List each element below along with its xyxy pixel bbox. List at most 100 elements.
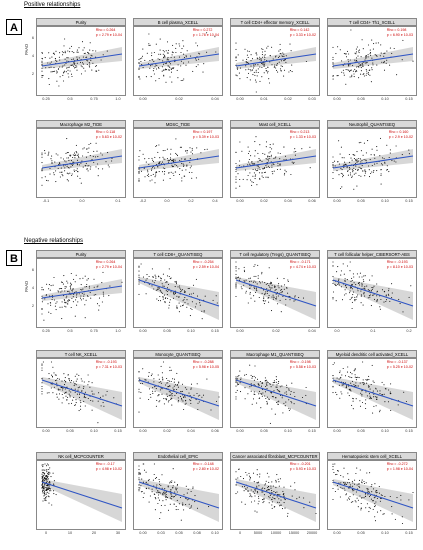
data-point xyxy=(172,160,174,162)
data-point xyxy=(278,498,280,500)
data-point xyxy=(361,276,363,278)
data-point xyxy=(355,501,357,503)
data-point xyxy=(49,481,51,483)
data-point xyxy=(352,490,354,492)
data-point xyxy=(250,489,252,491)
data-point xyxy=(366,72,368,74)
data-point xyxy=(377,42,379,44)
data-point xyxy=(161,474,163,476)
data-point xyxy=(64,64,66,66)
data-point xyxy=(271,64,273,66)
data-point xyxy=(170,277,172,279)
data-point xyxy=(41,308,43,310)
data-point xyxy=(91,393,94,395)
data-point xyxy=(357,294,359,296)
data-point xyxy=(60,157,62,159)
data-point xyxy=(354,154,356,156)
data-point xyxy=(160,290,162,292)
data-point xyxy=(170,380,172,383)
data-point xyxy=(68,390,70,392)
data-point xyxy=(371,288,373,290)
data-point xyxy=(144,158,146,160)
data-point xyxy=(352,294,354,296)
data-point xyxy=(248,161,250,163)
data-point xyxy=(75,380,77,382)
data-point xyxy=(255,69,257,71)
data-point xyxy=(274,64,276,66)
data-point xyxy=(90,297,92,299)
data-point xyxy=(271,492,273,494)
data-point xyxy=(381,289,384,291)
data-point xyxy=(143,167,145,170)
y-tick-label: 2 xyxy=(31,72,34,76)
data-point xyxy=(235,398,237,400)
data-point xyxy=(77,155,80,157)
data-point xyxy=(43,498,45,500)
data-point xyxy=(88,165,90,167)
data-point xyxy=(97,400,99,402)
data-point xyxy=(355,53,357,55)
data-point xyxy=(87,295,89,298)
data-point xyxy=(82,288,84,290)
x-tick-label: 0.10 xyxy=(381,97,389,101)
data-point xyxy=(96,150,98,152)
data-point xyxy=(363,291,365,293)
data-point xyxy=(62,397,64,399)
data-point xyxy=(176,392,178,394)
data-point xyxy=(212,299,214,301)
data-point xyxy=(190,151,192,153)
data-point xyxy=(80,182,82,184)
data-point xyxy=(235,484,237,486)
data-point xyxy=(64,302,66,304)
x-tick-label: 0.04 xyxy=(211,97,219,101)
data-point xyxy=(274,157,276,159)
data-point xyxy=(153,61,155,63)
data-point xyxy=(170,68,172,70)
data-point xyxy=(177,508,179,511)
data-point xyxy=(164,302,166,304)
data-point xyxy=(364,175,366,177)
x-tick-label: 0.00 xyxy=(333,429,341,433)
data-point xyxy=(358,166,360,168)
data-point xyxy=(356,46,358,48)
data-point xyxy=(387,401,390,403)
data-point xyxy=(261,175,263,177)
data-point xyxy=(366,61,368,63)
data-point xyxy=(351,480,353,482)
data-point xyxy=(271,392,273,394)
data-point xyxy=(87,397,89,400)
data-point xyxy=(264,153,266,155)
data-point xyxy=(198,401,200,403)
data-point xyxy=(216,302,218,304)
data-point xyxy=(141,64,143,66)
data-point xyxy=(162,156,164,158)
data-point xyxy=(262,168,264,170)
data-point xyxy=(160,277,162,279)
data-point xyxy=(75,399,77,401)
x-tick-label: 0 xyxy=(238,531,242,535)
data-point xyxy=(179,291,181,293)
data-point xyxy=(51,162,53,164)
data-point xyxy=(350,501,352,503)
data-point xyxy=(277,494,279,496)
regression-line xyxy=(138,155,220,169)
data-point xyxy=(181,163,183,165)
data-point xyxy=(361,282,363,284)
data-point xyxy=(259,282,261,284)
data-point xyxy=(278,485,280,487)
data-point xyxy=(172,165,174,167)
data-point xyxy=(53,172,55,174)
data-point xyxy=(52,392,54,394)
data-point xyxy=(182,400,184,402)
data-point xyxy=(270,287,272,289)
data-point xyxy=(279,49,281,51)
data-point xyxy=(276,496,278,498)
data-point xyxy=(237,54,239,56)
data-point xyxy=(184,158,186,160)
data-point xyxy=(359,64,361,66)
data-point xyxy=(57,377,59,380)
data-point xyxy=(383,384,385,386)
data-point xyxy=(78,57,80,59)
x-tick-label: 0.0 xyxy=(164,199,170,203)
data-point xyxy=(332,466,334,468)
